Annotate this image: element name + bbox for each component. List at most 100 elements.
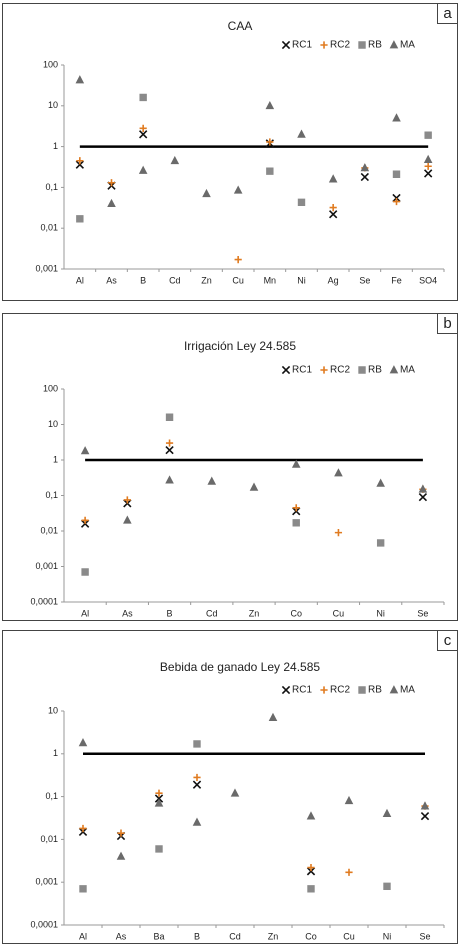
data-point bbox=[202, 188, 211, 198]
x-tick-label: Se bbox=[359, 275, 370, 285]
data-point bbox=[234, 255, 242, 264]
x-tick-label: Cd bbox=[206, 608, 218, 618]
y-tick-label: 10 bbox=[48, 419, 58, 429]
data-point bbox=[230, 788, 240, 797]
data-point bbox=[424, 169, 433, 178]
legend-marker bbox=[281, 685, 291, 695]
data-point bbox=[329, 210, 338, 219]
y-tick-label: 0,01 bbox=[40, 834, 58, 844]
x-tick-label: Se bbox=[417, 608, 428, 618]
x-tick-label: Ni bbox=[297, 275, 306, 285]
data-point bbox=[292, 519, 300, 527]
legend-marker bbox=[389, 40, 399, 49]
legend-label: RC1 bbox=[292, 685, 312, 696]
data-point bbox=[154, 798, 164, 807]
y-tick-label: 0,001 bbox=[35, 877, 58, 887]
data-point bbox=[76, 157, 84, 165]
y-tick-label: 0,1 bbox=[45, 791, 58, 801]
legend-marker bbox=[389, 365, 399, 374]
data-point bbox=[192, 817, 202, 826]
legend-label: RB bbox=[368, 40, 382, 51]
y-tick-label: 0,1 bbox=[45, 182, 58, 192]
x-tick-label: Cd bbox=[169, 275, 181, 285]
data-point bbox=[233, 185, 243, 194]
data-point bbox=[139, 93, 147, 102]
data-point bbox=[75, 75, 85, 84]
data-point bbox=[291, 459, 301, 468]
x-tick-label: Fe bbox=[391, 275, 402, 285]
x-tick-label: Cu bbox=[333, 608, 345, 618]
data-point bbox=[334, 529, 343, 537]
y-tick-label: 100 bbox=[43, 383, 58, 393]
x-tick-label: Al bbox=[76, 275, 84, 285]
data-point bbox=[424, 162, 432, 170]
x-tick-label: B bbox=[140, 275, 146, 285]
data-point bbox=[297, 198, 306, 207]
data-point bbox=[165, 445, 174, 455]
x-tick-label: Mn bbox=[264, 275, 277, 285]
x-tick-label: Cd bbox=[229, 931, 241, 941]
data-point bbox=[382, 808, 392, 818]
data-point bbox=[392, 197, 401, 206]
data-point bbox=[297, 129, 306, 138]
legend-label: MA bbox=[400, 365, 415, 376]
legend-marker bbox=[281, 365, 291, 375]
y-tick-label: 100 bbox=[43, 59, 58, 69]
chart-title: Irrigación Ley 24.585 bbox=[184, 339, 296, 353]
data-point bbox=[266, 167, 274, 175]
data-point bbox=[139, 124, 147, 132]
legend-label: RC2 bbox=[330, 40, 350, 51]
y-tick-label: 10 bbox=[48, 705, 58, 715]
data-point bbox=[78, 738, 88, 747]
data-point bbox=[344, 795, 354, 805]
data-point bbox=[306, 811, 316, 820]
data-point bbox=[328, 174, 338, 183]
legend-label: MA bbox=[400, 685, 415, 696]
y-tick-label: 0,0001 bbox=[30, 596, 58, 606]
data-point bbox=[249, 482, 259, 491]
data-point bbox=[79, 824, 87, 833]
data-point bbox=[306, 867, 316, 876]
x-tick-label: Cu bbox=[343, 931, 355, 941]
x-tick-label: Zn bbox=[249, 608, 260, 618]
legend-label: RC2 bbox=[330, 365, 350, 376]
legend-marker bbox=[320, 686, 328, 694]
x-tick-label: B bbox=[167, 608, 173, 618]
data-point bbox=[268, 712, 278, 721]
x-tick-label: Ni bbox=[376, 608, 385, 618]
data-point bbox=[292, 504, 300, 512]
panel-letter: c bbox=[444, 632, 452, 649]
data-point bbox=[165, 475, 174, 484]
data-point bbox=[420, 811, 430, 821]
data-point bbox=[307, 885, 315, 893]
legend-marker bbox=[358, 41, 366, 49]
x-tick-label: Ag bbox=[328, 275, 339, 285]
data-point bbox=[170, 155, 180, 165]
x-tick-label: Zn bbox=[268, 931, 279, 941]
data-point bbox=[116, 851, 126, 860]
data-point bbox=[376, 539, 385, 547]
x-tick-label: Ba bbox=[153, 931, 164, 941]
data-point bbox=[155, 789, 163, 797]
x-tick-label: Co bbox=[305, 931, 317, 941]
data-point bbox=[81, 568, 89, 576]
legend-label: RC2 bbox=[330, 685, 350, 696]
y-tick-label: 0,01 bbox=[40, 223, 58, 233]
data-point bbox=[81, 516, 89, 524]
data-point bbox=[265, 100, 275, 110]
panel-letter-box bbox=[437, 3, 458, 24]
data-point bbox=[418, 484, 428, 493]
data-point bbox=[165, 413, 174, 421]
chart-title: CAA bbox=[228, 19, 253, 33]
y-tick-label: 10 bbox=[48, 100, 58, 110]
x-tick-label: Cu bbox=[232, 275, 244, 285]
data-point bbox=[155, 845, 163, 853]
data-point bbox=[192, 780, 202, 789]
x-tick-label: Co bbox=[290, 608, 302, 618]
panel-letter-box bbox=[437, 313, 458, 334]
y-tick-label: 0,0001 bbox=[30, 919, 58, 929]
x-tick-label: SO4 bbox=[419, 275, 437, 285]
data-point bbox=[207, 476, 217, 485]
panel-frame bbox=[2, 3, 458, 301]
panel-letter: a bbox=[443, 5, 452, 22]
